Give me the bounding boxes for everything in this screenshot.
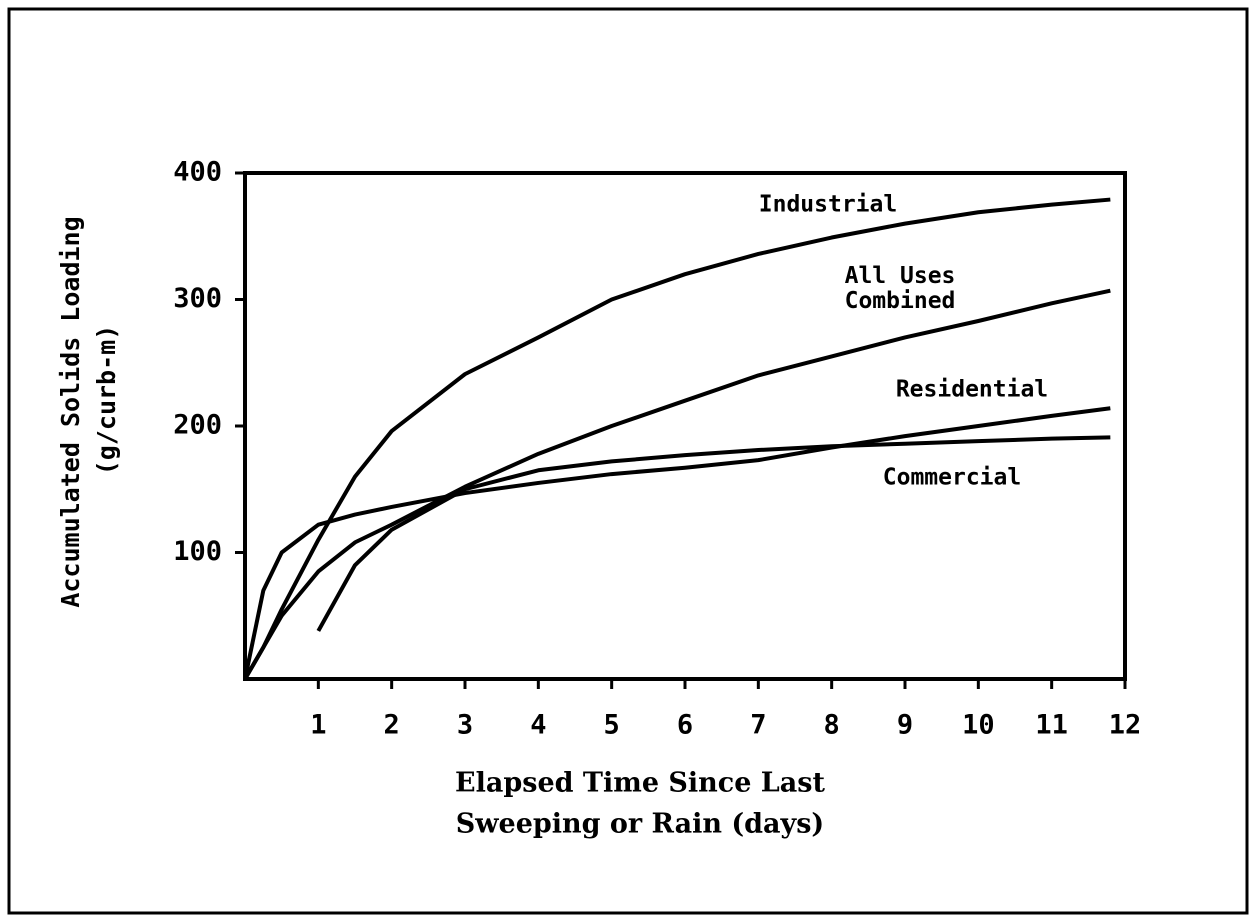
y-tick-label: 300 [173,283,222,314]
x-tick-label: 2 [384,710,400,741]
series-label: Commercial [882,464,1022,491]
frame [7,7,1249,915]
series-line [316,435,1111,632]
x-axis-title: Sweeping or Rain (days) [456,809,824,840]
x-tick-label: 1 [310,710,326,741]
series-label: All Uses Combined [844,263,956,314]
x-tick-label: 6 [677,710,693,741]
x-tick-label: 8 [824,710,840,741]
plot-area [243,171,1127,681]
series-line [243,406,1111,680]
y-tick-label: 200 [173,410,222,441]
series-label: Residential [895,376,1049,403]
series-label: Industrial [758,191,898,218]
x-tick-label: 10 [962,710,995,741]
x-tick-label: 11 [1035,710,1068,741]
x-tick-label: 7 [750,710,766,741]
x-tick-label: 5 [604,710,620,741]
x-tick-label: 3 [457,710,473,741]
y-axis-title: Accumulated Solids Loading [56,216,85,607]
x-tick-label: 4 [530,710,546,741]
series-line [243,288,1111,681]
x-tick-label: 12 [1109,710,1142,741]
y-axis-title: (g/curb-m) [92,325,121,476]
x-axis-title: Elapsed Time Since Last [455,768,825,799]
y-tick-label: 400 [173,157,222,188]
series-line [243,197,1111,681]
x-tick-label: 9 [897,710,913,741]
y-tick-label: 100 [173,536,222,567]
